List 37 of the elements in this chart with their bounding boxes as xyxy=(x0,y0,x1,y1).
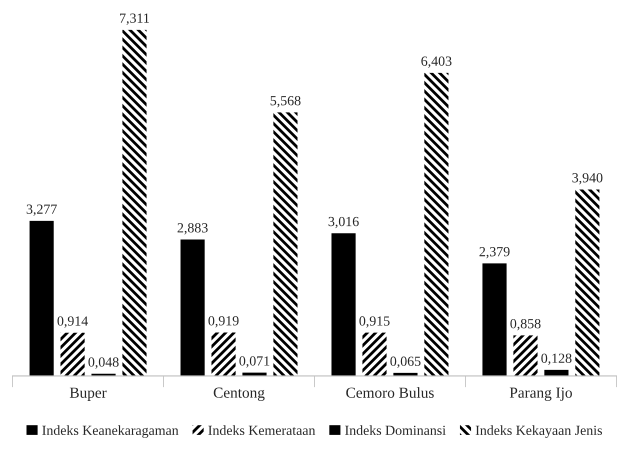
data-label: 7,311 xyxy=(120,14,150,25)
bar xyxy=(30,220,54,376)
bar xyxy=(60,332,85,376)
data-label: 6,403 xyxy=(421,56,452,68)
data-label: 3,940 xyxy=(572,173,602,184)
legend-label: Indeks Dominansi xyxy=(345,425,446,436)
bar xyxy=(331,233,356,376)
bar xyxy=(482,263,507,376)
data-label: 0,048 xyxy=(88,357,119,369)
bar xyxy=(424,72,448,376)
bar xyxy=(211,332,236,376)
x-tick-label: Cemoro Bulus xyxy=(346,387,434,398)
bar xyxy=(273,112,298,376)
legend-label: Indeks Kemerataan xyxy=(208,425,316,436)
data-label: 0,915 xyxy=(359,316,390,328)
data-label: 0,071 xyxy=(239,356,270,368)
bar xyxy=(544,370,568,376)
data-label: 3,016 xyxy=(328,216,359,228)
x-tick-label: Centong xyxy=(214,388,265,401)
legend-label: Indeks Keanekaragaman xyxy=(42,425,178,438)
data-label: 0,914 xyxy=(57,316,88,328)
bar xyxy=(362,332,387,376)
data-label: 2,883 xyxy=(178,223,208,234)
bar xyxy=(513,335,538,376)
data-label: 2,379 xyxy=(480,247,510,258)
data-label: 0,858 xyxy=(510,319,541,330)
x-tick-label: Buper xyxy=(70,388,107,401)
legend-label: Indeks Kekayaan Jenis xyxy=(476,425,602,438)
data-label: 0,065 xyxy=(390,356,421,368)
data-label: 0,919 xyxy=(208,316,239,328)
data-label: 3,277 xyxy=(26,204,57,216)
bar xyxy=(122,30,147,376)
bar xyxy=(575,189,600,376)
x-tick-label: Parang Ijo xyxy=(510,388,572,401)
data-label: 5,568 xyxy=(270,96,301,108)
data-label: 0,128 xyxy=(541,354,572,365)
bar xyxy=(180,239,205,376)
